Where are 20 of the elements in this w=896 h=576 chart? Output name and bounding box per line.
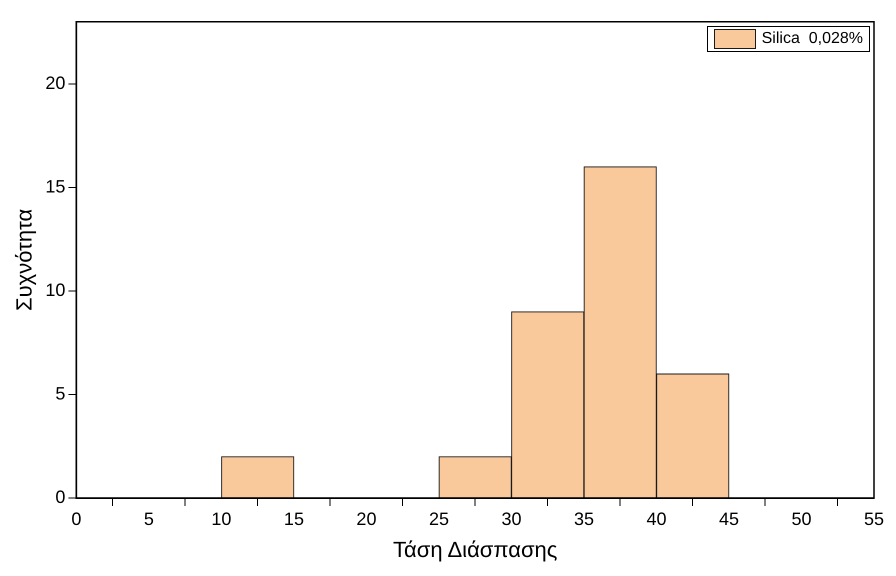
x-tick-label: 55	[864, 508, 884, 529]
legend-label: Silica 0,028%	[762, 30, 863, 48]
x-tick-label: 20	[356, 508, 376, 529]
x-tick-label: 35	[574, 508, 594, 529]
y-tick-label: 10	[45, 280, 66, 300]
x-tick-label: 5	[144, 508, 154, 529]
x-tick-label: 30	[501, 508, 522, 529]
y-tick-label: 20	[45, 72, 66, 93]
x-tick-label: 0	[71, 508, 82, 529]
x-tick-label: 45	[718, 508, 739, 529]
x-tick-label: 25	[428, 508, 449, 529]
x-tick-label: 50	[791, 508, 812, 529]
x-tick-label: 40	[646, 508, 666, 529]
y-tick-label: 15	[45, 176, 66, 196]
x-axis-title: Τάση Διάσπασης	[393, 536, 558, 562]
x-tick-label: 15	[284, 508, 304, 529]
y-axis-title: Συχνότητα	[11, 208, 36, 311]
x-tick-label: 10	[211, 508, 232, 529]
y-tick-label: 0	[55, 486, 66, 507]
y-tick-label: 5	[55, 383, 66, 404]
